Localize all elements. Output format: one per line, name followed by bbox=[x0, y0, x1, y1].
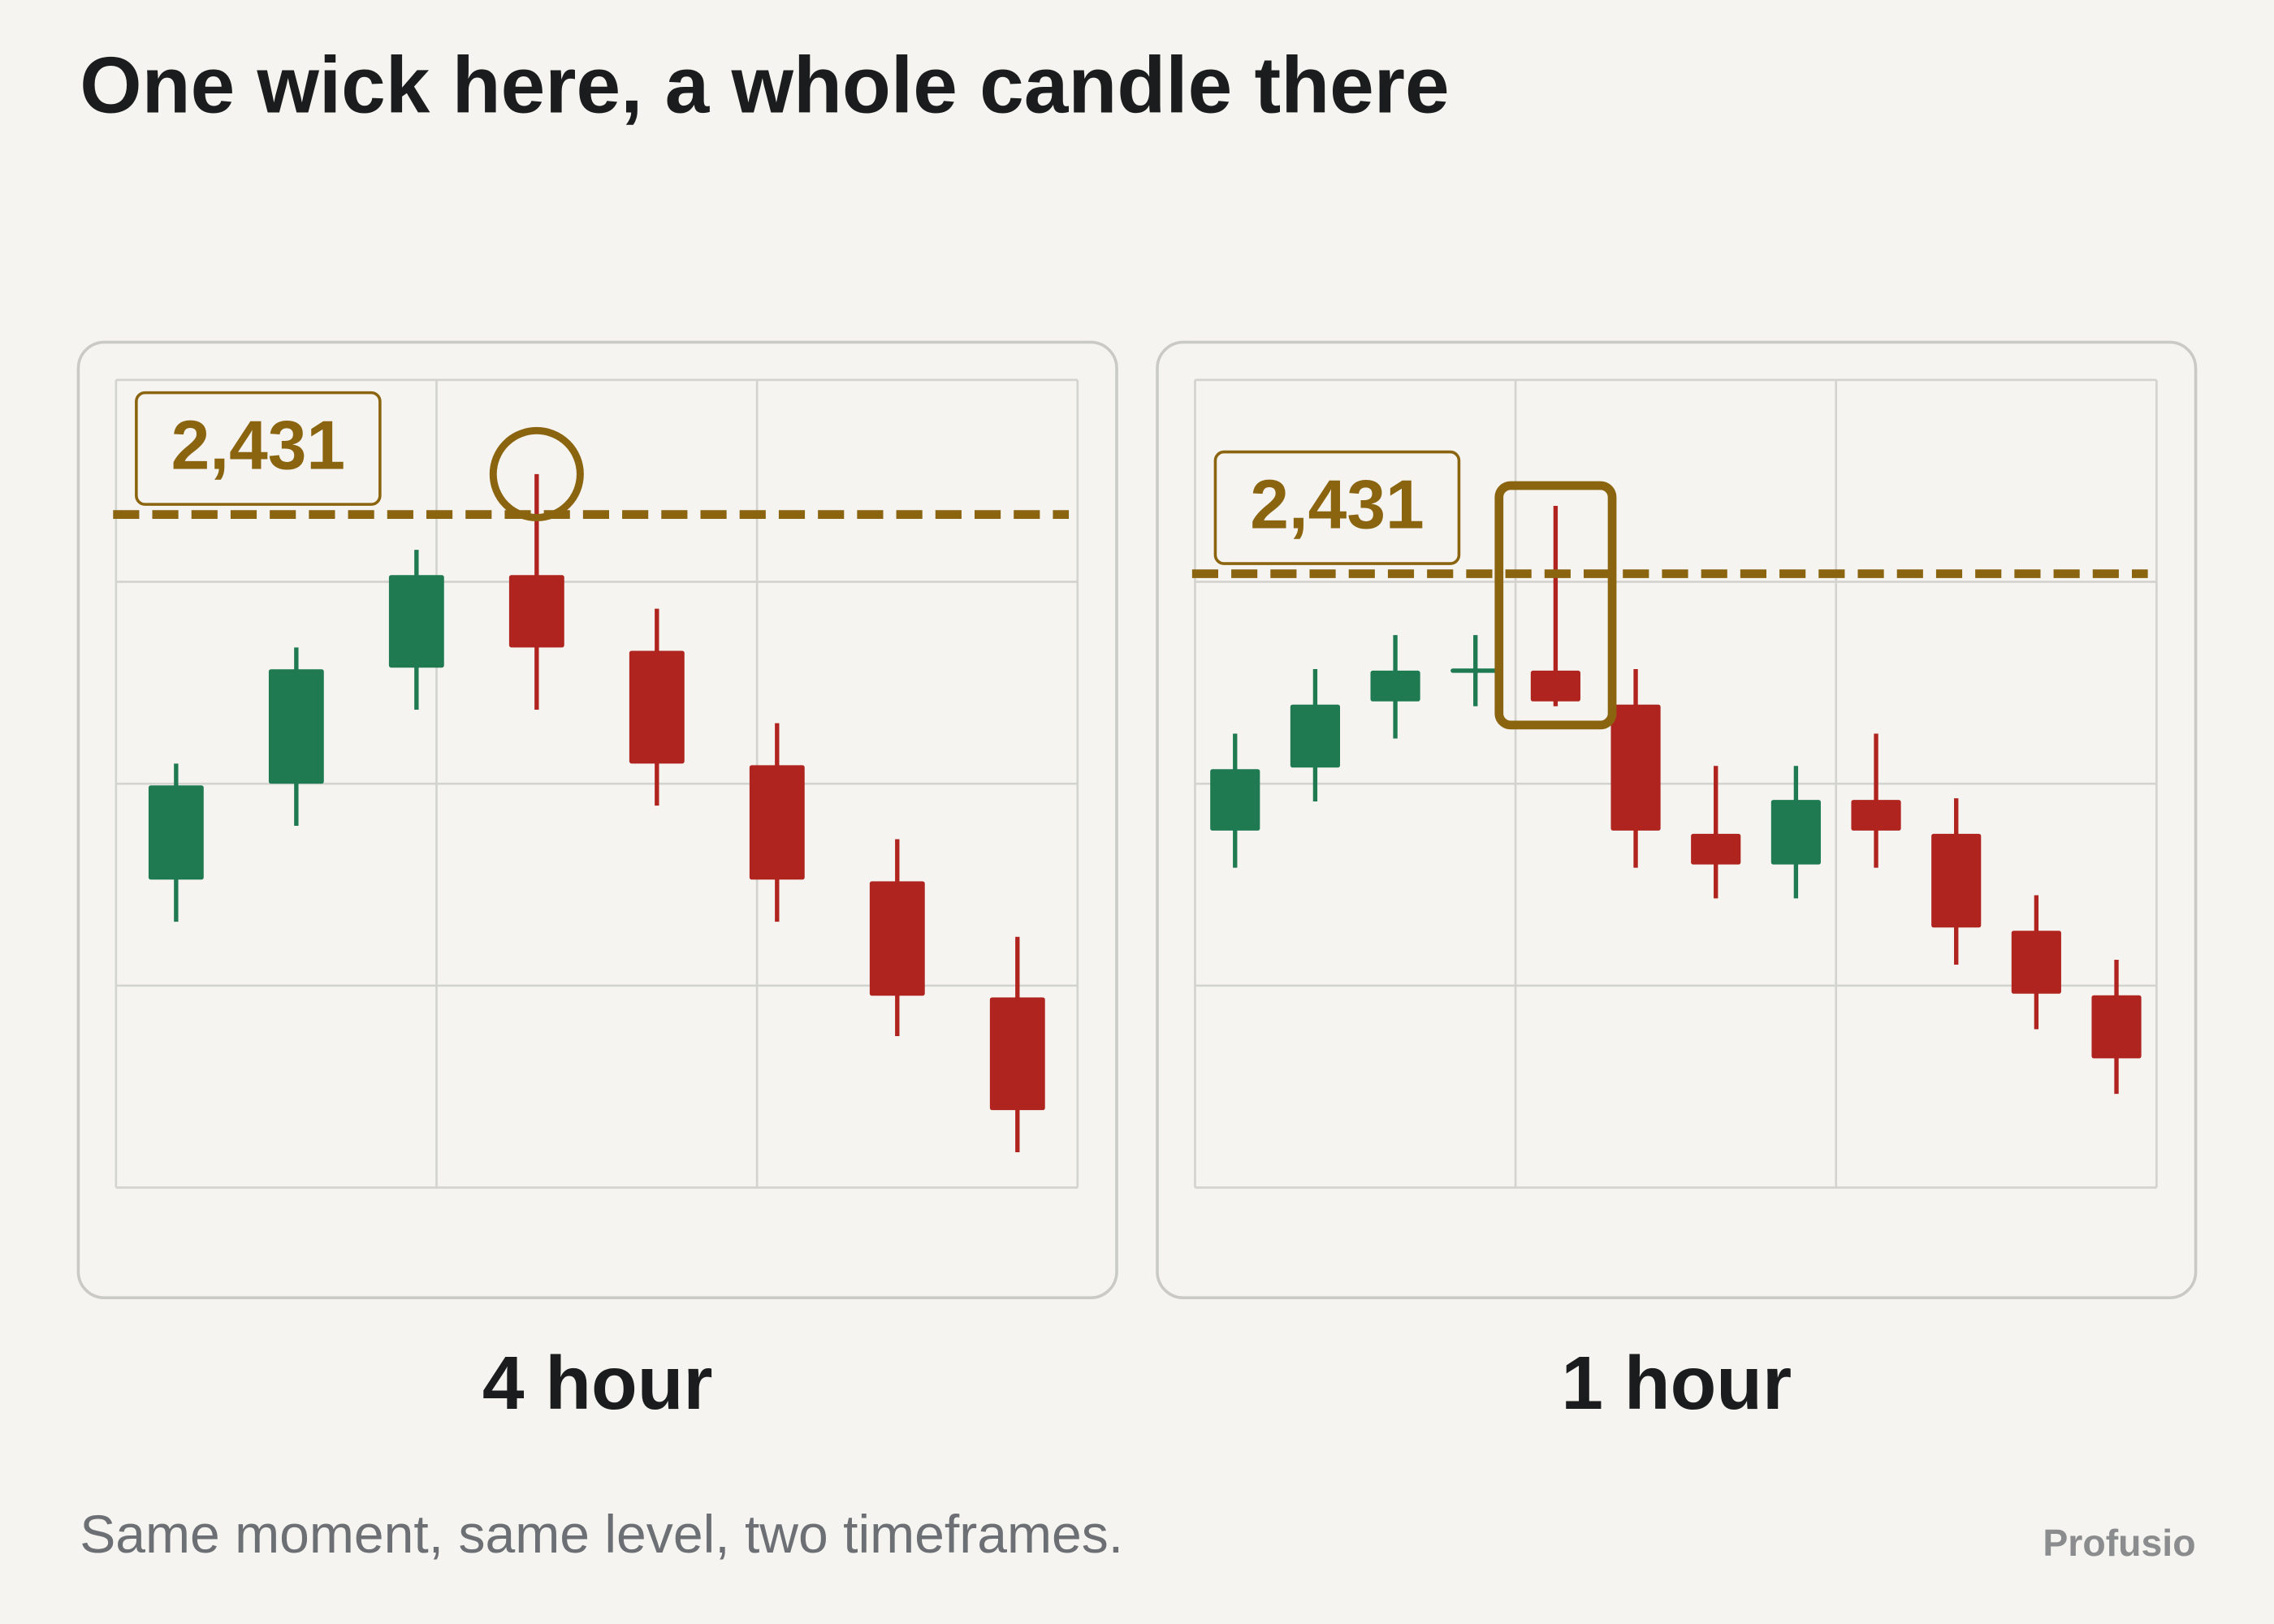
candle-body bbox=[1530, 670, 1580, 702]
candle-body bbox=[1290, 704, 1341, 768]
candle-body bbox=[869, 881, 925, 996]
candle-body bbox=[1210, 769, 1260, 831]
panel bbox=[76, 340, 1118, 1299]
chart-title: 1 hour bbox=[1561, 1341, 1792, 1425]
candle-body bbox=[749, 765, 805, 880]
panel bbox=[1156, 340, 2198, 1299]
candle-body bbox=[2011, 931, 2061, 994]
candle-body bbox=[2091, 995, 2142, 1059]
candle-body bbox=[1370, 670, 1420, 702]
highlight-circle bbox=[489, 426, 584, 521]
candle-body bbox=[1450, 668, 1501, 673]
candle-body bbox=[1770, 800, 1821, 865]
candle-body bbox=[148, 785, 204, 880]
candle-body bbox=[268, 669, 324, 784]
chart-title: 4 hour bbox=[482, 1341, 713, 1425]
caption: Same moment, same level, two timeframes. bbox=[80, 1505, 1123, 1565]
candle-body bbox=[1610, 704, 1661, 831]
candle-body bbox=[989, 997, 1045, 1111]
level-label: 2,431 bbox=[1250, 466, 1424, 544]
level-label-box bbox=[1213, 450, 1461, 565]
level-label-box bbox=[135, 391, 382, 506]
candle-body bbox=[1691, 833, 1741, 865]
page-title: One wick here, a whole candle there bbox=[80, 40, 1449, 129]
level-label: 2,431 bbox=[171, 407, 345, 485]
highlight-box bbox=[1494, 481, 1617, 730]
candle-body bbox=[508, 575, 564, 648]
brand: Profusio bbox=[2043, 1522, 2195, 1564]
candle-body bbox=[1931, 833, 1982, 928]
candle-body bbox=[629, 650, 685, 764]
candle-body bbox=[1851, 800, 1901, 831]
candle-body bbox=[388, 575, 444, 668]
